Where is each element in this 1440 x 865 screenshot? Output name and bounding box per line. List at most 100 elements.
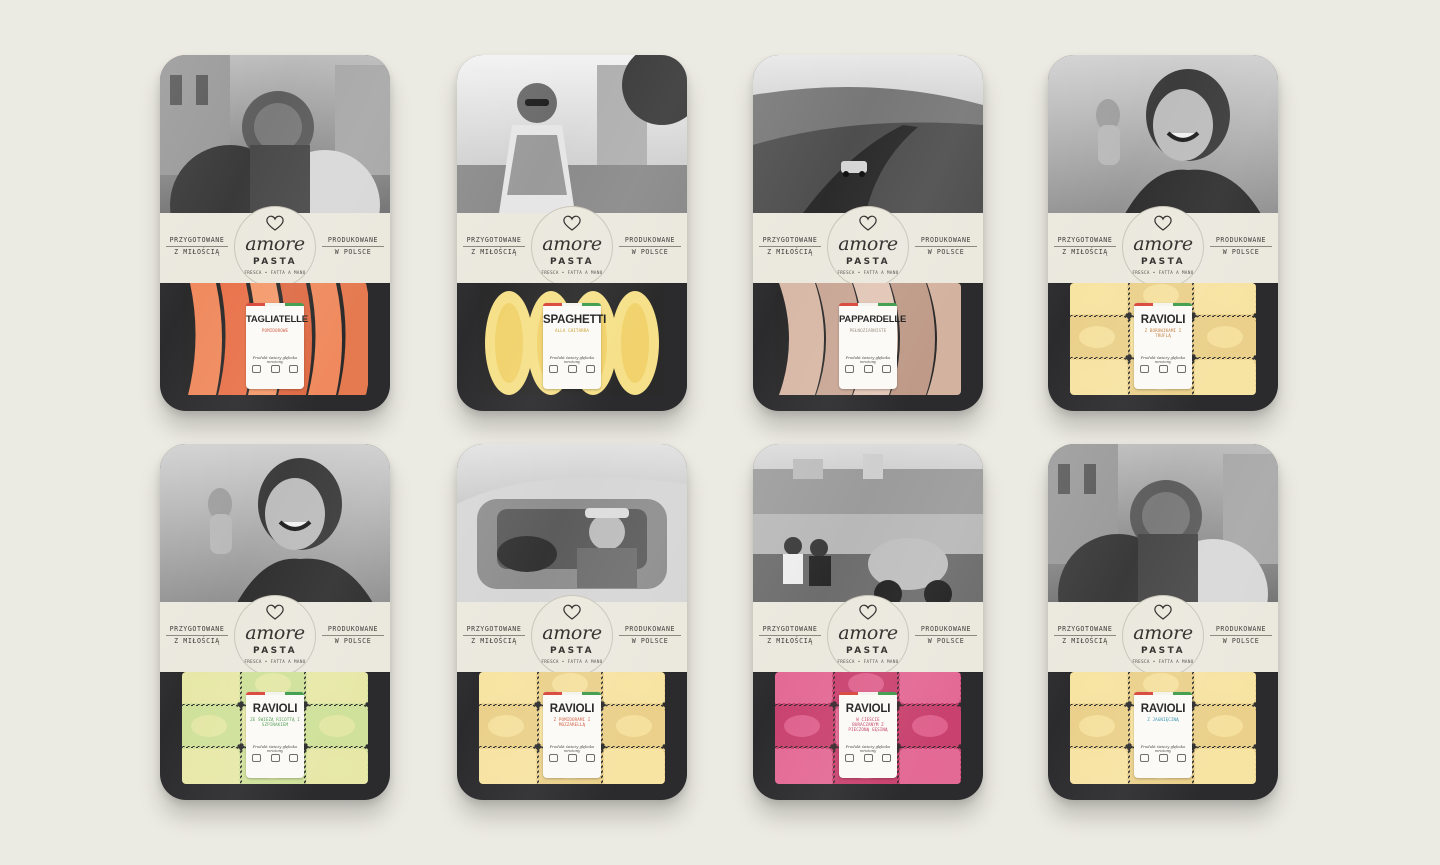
logo-wordmark: amore — [838, 622, 898, 644]
pot-icon — [270, 365, 280, 373]
pasta-package: PRZYGOTOWANE Z MIŁOŚCIĄ PRODUKOWANE W PO… — [457, 444, 687, 800]
heart-icon — [1154, 604, 1172, 620]
pasta-package: PRZYGOTOWANE Z MIŁOŚCIĄ PRODUKOWANE W PO… — [1048, 55, 1278, 411]
amore-pasta-logo: amore PASTA FRESCA • FATTA A MANO — [827, 206, 909, 288]
bowl-icon — [1177, 754, 1186, 762]
product-tagline: Produkt świeży głęboko mrożony — [549, 356, 595, 364]
band-left-line2: Z MIŁOŚCIĄ — [174, 248, 220, 256]
band-left-line2: Z MIŁOŚCIĄ — [471, 248, 517, 256]
band-right-text: PRODUKOWANE W POLSCE — [915, 235, 977, 258]
italian-flag-stripe — [246, 692, 304, 695]
heart-icon — [563, 215, 581, 231]
band-left-text: PRZYGOTOWANE Z MIŁOŚCIĄ — [463, 624, 525, 647]
band-left-line2: Z MIŁOŚCIĄ — [767, 248, 813, 256]
amore-pasta-logo: amore PASTA FRESCA • FATTA A MANO — [531, 206, 613, 288]
band-right-text: PRODUKOWANE W POLSCE — [1210, 624, 1272, 647]
hat-couple-photo — [1048, 444, 1278, 616]
bowl-icon — [289, 365, 298, 373]
product-tagline: Produkt świeży głęboko mrożony — [1140, 745, 1186, 753]
band-left-line1: PRZYGOTOWANE — [759, 235, 821, 247]
product-tagline: Produkt świeży głęboko mrożony — [845, 356, 891, 364]
logo-wordmark: amore — [245, 622, 305, 644]
amore-pasta-logo: amore PASTA FRESCA • FATTA A MANO — [1122, 206, 1204, 288]
band-right-text: PRODUKOWANE W POLSCE — [915, 624, 977, 647]
scooter-harbour-photo — [753, 444, 983, 616]
band-left-line2: Z MIŁOŚCIĄ — [1062, 637, 1108, 645]
pasta-package: PRZYGOTOWANE Z MIŁOŚCIĄ PRODUKOWANE W PO… — [160, 444, 390, 800]
preparation-icons — [1140, 754, 1186, 764]
pan-icon — [549, 365, 558, 373]
preparation-icons — [252, 365, 298, 375]
band-right-line2: W POLSCE — [927, 637, 965, 645]
band-left-text: PRZYGOTOWANE Z MIŁOŚCIĄ — [759, 235, 821, 258]
logo-wordmark: amore — [838, 233, 898, 255]
preparation-icons — [845, 754, 891, 764]
italian-flag-stripe — [839, 692, 897, 695]
product-name: RAVIOLI — [252, 703, 298, 715]
pot-icon — [1158, 365, 1168, 373]
product-tagline: Produkt świeży głęboko mrożony — [1140, 356, 1186, 364]
italian-flag-stripe — [543, 303, 601, 306]
product-name: RAVIOLI — [549, 703, 595, 715]
product-label: RAVIOLI Z JAGNIĘCINĄ Produkt świeży głęb… — [1134, 692, 1192, 778]
logo-subline: FRESCA • FATTA A MANO — [1132, 270, 1194, 275]
band-right-text: PRODUKOWANE W POLSCE — [322, 235, 384, 258]
heart-icon — [859, 215, 877, 231]
band-right-line1: PRODUKOWANE — [619, 235, 681, 247]
preparation-icons — [1140, 365, 1186, 375]
logo-pasta: PASTA — [845, 646, 891, 656]
product-variant: Z BOROWIKAMI I TRUFLĄ — [1144, 328, 1182, 339]
italian-flag-stripe — [246, 303, 304, 306]
product-label: TAGLIATELLE POMIDOROWE Produkt świeży gł… — [246, 303, 308, 389]
band-right-text: PRODUKOWANE W POLSCE — [619, 235, 681, 258]
amore-pasta-logo: amore PASTA FRESCA • FATTA A MANO — [531, 595, 613, 677]
pasta-package: PRZYGOTOWANE Z MIŁOŚCIĄ PRODUKOWANE W PO… — [1048, 444, 1278, 800]
band-left-text: PRZYGOTOWANE Z MIŁOŚCIĄ — [166, 624, 228, 647]
product-variant: ZE ŚWIEŻĄ RICOTTĄ I SZPINAKIEM — [250, 717, 300, 728]
heart-icon — [266, 215, 284, 231]
preparation-icons — [549, 754, 595, 764]
pasta-package: PRZYGOTOWANE Z MIŁOŚCIĄ PRODUKOWANE W PO… — [160, 55, 390, 411]
product-label: RAVIOLI Z BOROWIKAMI I TRUFLĄ Produkt św… — [1134, 303, 1192, 389]
band-right-line2: W POLSCE — [631, 248, 669, 256]
product-tagline: Produkt świeży głęboko mrożony — [252, 356, 298, 364]
pasta-package: PRZYGOTOWANE Z MIŁOŚCIĄ PRODUKOWANE W PO… — [457, 55, 687, 411]
band-left-line1: PRZYGOTOWANE — [463, 235, 525, 247]
band-left-line1: PRZYGOTOWANE — [1054, 624, 1116, 636]
band-right-line1: PRODUKOWANE — [915, 624, 977, 636]
band-right-line2: W POLSCE — [927, 248, 965, 256]
preparation-icons — [549, 365, 595, 375]
band-left-line1: PRZYGOTOWANE — [759, 624, 821, 636]
pasta-package: PRZYGOTOWANE Z MIŁOŚCIĄ PRODUKOWANE W PO… — [753, 444, 983, 800]
logo-subline: FRESCA • FATTA A MANO — [1132, 659, 1194, 664]
bowl-icon — [586, 365, 595, 373]
italian-flag-stripe — [839, 303, 897, 306]
band-right-line2: W POLSCE — [631, 637, 669, 645]
logo-wordmark: amore — [1133, 622, 1193, 644]
product-tagline: Produkt świeży głęboko mrożony — [845, 745, 891, 753]
band-left-text: PRZYGOTOWANE Z MIŁOŚCIĄ — [166, 235, 228, 258]
logo-wordmark: amore — [245, 233, 305, 255]
logo-subline: FRESCA • FATTA A MANO — [837, 270, 899, 275]
pan-icon — [845, 365, 854, 373]
band-right-line1: PRODUKOWANE — [322, 235, 384, 247]
pan-icon — [1140, 365, 1149, 373]
band-left-text: PRZYGOTOWANE Z MIŁOŚCIĄ — [759, 624, 821, 647]
pasta-package: PRZYGOTOWANE Z MIŁOŚCIĄ PRODUKOWANE W PO… — [753, 55, 983, 411]
band-left-line1: PRZYGOTOWANE — [166, 235, 228, 247]
band-left-line1: PRZYGOTOWANE — [1054, 235, 1116, 247]
coast-road-photo — [753, 55, 983, 227]
band-left-line2: Z MIŁOŚCIĄ — [1062, 248, 1108, 256]
product-variant: PEŁNOZIARNISTE — [849, 328, 887, 333]
band-right-line1: PRODUKOWANE — [619, 624, 681, 636]
pan-icon — [845, 754, 854, 762]
pan-icon — [252, 754, 261, 762]
logo-subline: FRESCA • FATTA A MANO — [244, 659, 306, 664]
amore-pasta-logo: amore PASTA FRESCA • FATTA A MANO — [827, 595, 909, 677]
band-right-text: PRODUKOWANE W POLSCE — [619, 624, 681, 647]
product-name: RAVIOLI — [1140, 314, 1186, 326]
product-label: PAPPARDELLE PEŁNOZIARNISTE Produkt śwież… — [839, 303, 906, 389]
band-right-line1: PRODUKOWANE — [1210, 624, 1272, 636]
band-right-line1: PRODUKOWANE — [1210, 235, 1272, 247]
band-right-line1: PRODUKOWANE — [322, 624, 384, 636]
